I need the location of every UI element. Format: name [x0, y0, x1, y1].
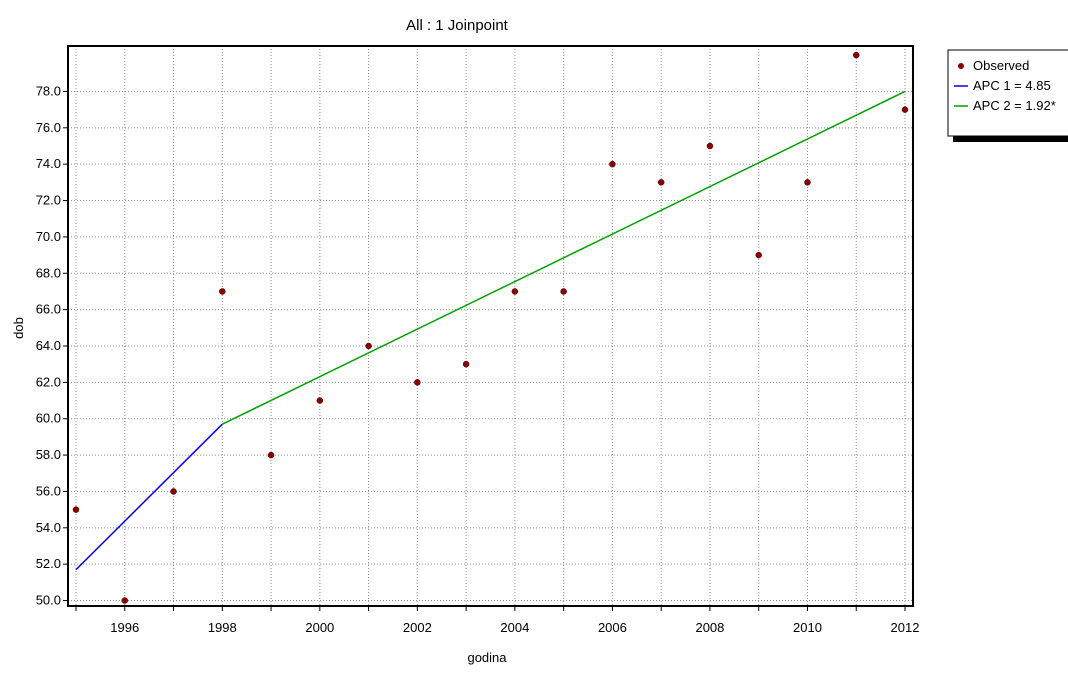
legend-label: Observed	[973, 58, 1029, 73]
plot-area	[68, 46, 913, 606]
x-tick-label: 2012	[891, 620, 920, 635]
legend-box	[947, 49, 1068, 137]
x-tick-label: 2006	[598, 620, 627, 635]
y-tick-label: 66.0	[36, 302, 61, 317]
y-tick-label: 62.0	[36, 374, 61, 389]
legend: Observed APC 1 = 4.85 APC 2 = 1.92*	[947, 49, 1068, 142]
y-tick-label: 60.0	[36, 411, 61, 426]
observed-point	[72, 506, 80, 513]
x-tick-label: 1996	[110, 620, 139, 635]
x-tick-label: 2008	[695, 620, 724, 635]
x-tick-label: 2010	[793, 620, 822, 635]
legend-label: APC 1 = 4.85	[973, 78, 1051, 93]
y-tick-label: 76.0	[36, 120, 61, 135]
observed-point	[365, 342, 372, 350]
chart-title: All : 1 Joinpoint	[406, 17, 509, 34]
observed-point	[852, 51, 860, 59]
y-tick-label: 78.0	[36, 83, 61, 98]
observed-point	[804, 179, 811, 186]
y-axis-title: dob	[11, 317, 26, 339]
y-tick-label: 54.0	[36, 520, 61, 535]
x-tick-label: 2004	[500, 620, 529, 635]
series-line	[75, 423, 223, 571]
observed-point	[267, 451, 275, 459]
legend-items: Observed APC 1 = 4.85 APC 2 = 1.92*	[954, 58, 1056, 113]
y-tick-label: 58.0	[36, 447, 61, 462]
observed-point	[511, 288, 519, 295]
observed-point	[755, 251, 762, 259]
observed-point	[706, 142, 714, 150]
observed-point	[316, 397, 324, 404]
series-line	[221, 90, 906, 425]
y-tick-labels: 50.0 52.0 54.0 56.0 58.0 60.0 62.0 64.0 66.0 68.0…	[36, 83, 61, 607]
legend-label: APC 2 = 1.92*	[973, 98, 1056, 113]
y-tick-label: 64.0	[36, 338, 61, 353]
x-tick-label: 2000	[305, 620, 334, 635]
plot-frame	[67, 45, 914, 607]
x-tick-label: 2002	[403, 620, 432, 635]
legend-marker-observed	[958, 63, 964, 69]
y-tick-label: 50.0	[36, 593, 61, 608]
series-layer	[72, 51, 909, 604]
observed-point	[219, 288, 226, 295]
y-tick-label: 56.0	[36, 483, 61, 498]
observed-point	[609, 160, 616, 168]
y-tick-label: 68.0	[36, 265, 61, 280]
observed-point	[657, 179, 665, 186]
y-tick-label: 72.0	[36, 193, 61, 208]
x-tick-labels: 1996 1998 2000 2002 2004 2006 2008 2010 2012	[110, 620, 919, 635]
observed-point	[414, 379, 421, 386]
x-axis-title: godina	[467, 650, 507, 665]
y-tick-label: 74.0	[36, 156, 61, 171]
observed-point	[121, 597, 129, 604]
y-tick-label: 52.0	[36, 556, 61, 571]
x-tick-label: 1998	[208, 620, 237, 635]
observed-point	[462, 360, 470, 368]
observed-point	[560, 288, 567, 295]
observed-point	[901, 106, 909, 113]
observed-point	[170, 488, 177, 495]
y-tick-label: 70.0	[36, 229, 61, 244]
